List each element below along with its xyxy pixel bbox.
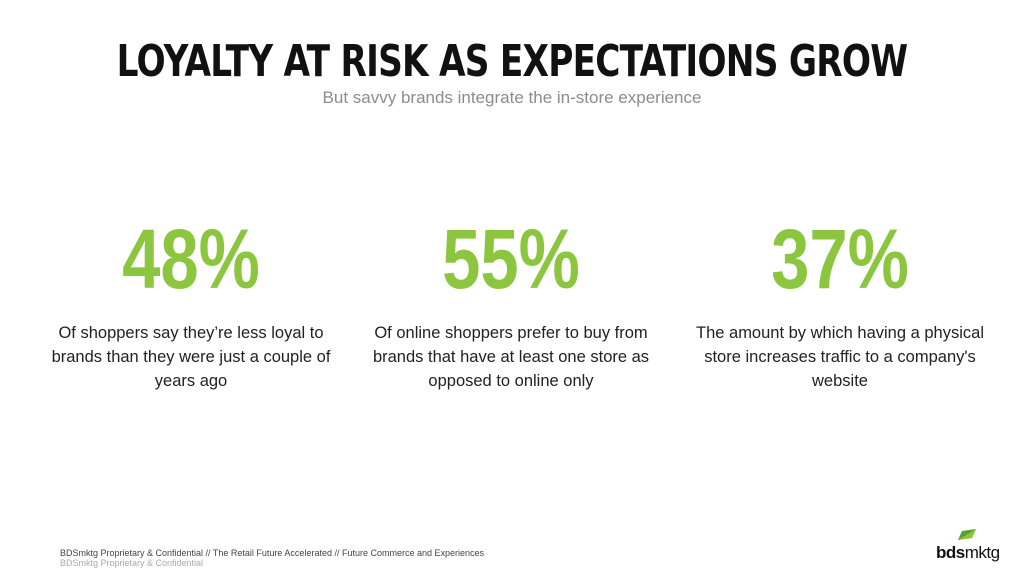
logo-wordmark: bdsmktg (936, 543, 1000, 563)
footer: BDSmktg Proprietary & Confidential // Th… (60, 548, 484, 568)
stat-value: 48% (122, 212, 260, 306)
company-logo: bdsmktg (936, 528, 1016, 568)
stat-description: Of online shoppers prefer to buy from br… (372, 324, 650, 390)
stat-block: 55% Of online shoppers prefer to buy fro… (361, 213, 661, 393)
stat-value: 37% (771, 212, 909, 306)
footer-line: BDSmktg Proprietary & Confidential // Th… (60, 548, 485, 558)
footer-line-secondary: BDSmktg Proprietary & Confidential (60, 558, 204, 568)
stat-description: The amount by which having a physical st… (696, 324, 984, 390)
stat-block: 37% The amount by which having a physica… (690, 213, 990, 393)
stat-description: Of shoppers say they’re less loyal to br… (51, 324, 331, 390)
logo-part-bold: bds (936, 543, 965, 562)
slide-subtitle: But savvy brands integrate the in-store … (322, 88, 702, 107)
green-leaf-icon (958, 529, 976, 540)
stat-value: 55% (442, 212, 580, 306)
slide-title: LOYALTY AT RISK AS EXPECTATIONS GROW (116, 36, 908, 87)
logo-part-light: mktg (964, 543, 1000, 562)
stat-block: 48% Of shoppers say they’re less loyal t… (41, 213, 341, 393)
